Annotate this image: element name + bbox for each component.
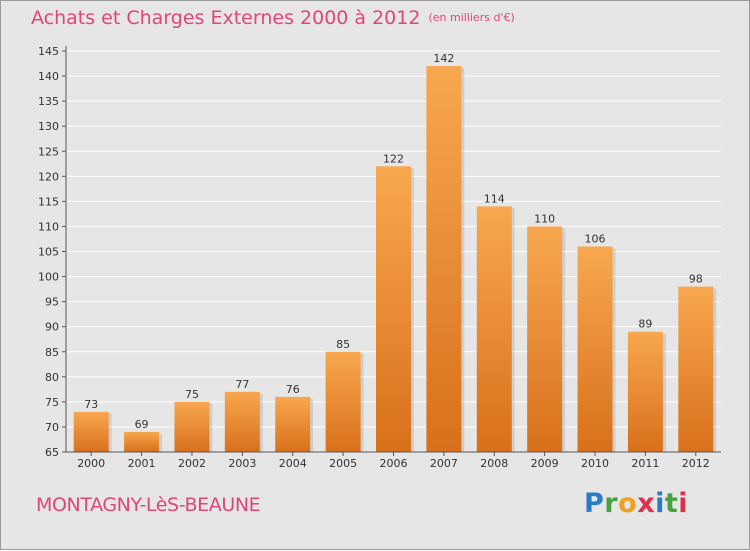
y-tick-label: 85 [45, 346, 59, 359]
y-tick-label: 120 [38, 170, 59, 183]
bar [224, 391, 260, 452]
chart-title-text: Achats et Charges Externes 2000 à 2012 [31, 7, 421, 29]
x-tick-label: 2003 [228, 457, 256, 470]
bars [73, 66, 717, 452]
y-tick-label: 105 [38, 246, 59, 259]
y-tick-label: 125 [38, 145, 59, 158]
bar [174, 401, 210, 452]
logo-letter: i [655, 488, 665, 519]
x-tick-label: 2005 [329, 457, 357, 470]
bar [325, 351, 361, 452]
bar [275, 396, 311, 452]
x-tick-label: 2007 [430, 457, 458, 470]
data-label: 89 [638, 318, 652, 331]
data-label: 85 [336, 338, 350, 351]
data-label: 76 [286, 383, 300, 396]
x-tick-label: 2008 [480, 457, 508, 470]
bar [73, 411, 109, 452]
data-label: 114 [484, 192, 505, 205]
bar [627, 331, 663, 452]
x-tick-label: 2011 [631, 457, 659, 470]
data-label: 122 [383, 152, 404, 165]
bar [527, 226, 563, 452]
data-label: 106 [585, 232, 606, 245]
x-tick-label: 2001 [128, 457, 156, 470]
y-tick-label: 95 [45, 296, 59, 309]
logo-letter: i [678, 488, 689, 519]
x-tick-label: 2006 [380, 457, 408, 470]
logo-letter: r [604, 488, 619, 519]
y-tick-label: 135 [38, 95, 59, 108]
y-tick-label: 145 [38, 45, 59, 58]
y-tick-label: 90 [45, 321, 59, 334]
chart-subtitle: (en milliers d'€) [428, 11, 515, 24]
x-tick-label: 2002 [178, 457, 206, 470]
logo-letter: P [584, 488, 605, 519]
y-tick-label: 100 [38, 271, 59, 284]
bar [124, 431, 160, 452]
x-tick-label: 2012 [682, 457, 710, 470]
bar [426, 66, 462, 452]
town-name: MONTAGNY-LèS-BEAUNE [36, 494, 261, 516]
data-label: 142 [433, 52, 454, 65]
y-tick-label: 130 [38, 120, 59, 133]
y-tick-label: 80 [45, 371, 59, 384]
bar [678, 286, 714, 452]
y-tick-label: 110 [38, 220, 59, 233]
data-label: 73 [84, 398, 98, 411]
data-label: 77 [235, 378, 249, 391]
y-tick-label: 115 [38, 195, 59, 208]
x-tick-label: 2000 [77, 457, 105, 470]
logo-letter: o [618, 488, 638, 519]
x-tick-label: 2009 [531, 457, 559, 470]
logo-letter: t [664, 488, 679, 519]
data-label: 110 [534, 212, 555, 225]
proxiti-logo: Proxiti [584, 488, 688, 519]
y-tick-label: 70 [45, 421, 59, 434]
bar [577, 246, 613, 452]
y-tick-label: 140 [38, 70, 59, 83]
axes [62, 46, 721, 456]
data-label: 69 [135, 418, 149, 431]
bar [476, 206, 512, 452]
y-tick-label: 75 [45, 396, 59, 409]
data-label: 98 [689, 273, 703, 286]
chart-title: Achats et Charges Externes 2000 à 2012 (e… [31, 7, 515, 29]
labels: 65 70 75 80 85 90 95 100 105 110 115 120 125 130 135 14… [38, 45, 710, 470]
x-tick-label: 2004 [279, 457, 307, 470]
x-tick-label: 2010 [581, 457, 609, 470]
data-label: 75 [185, 388, 199, 401]
bar [376, 166, 411, 452]
y-tick-label: 65 [45, 446, 59, 459]
logo-letter: x [637, 488, 656, 519]
